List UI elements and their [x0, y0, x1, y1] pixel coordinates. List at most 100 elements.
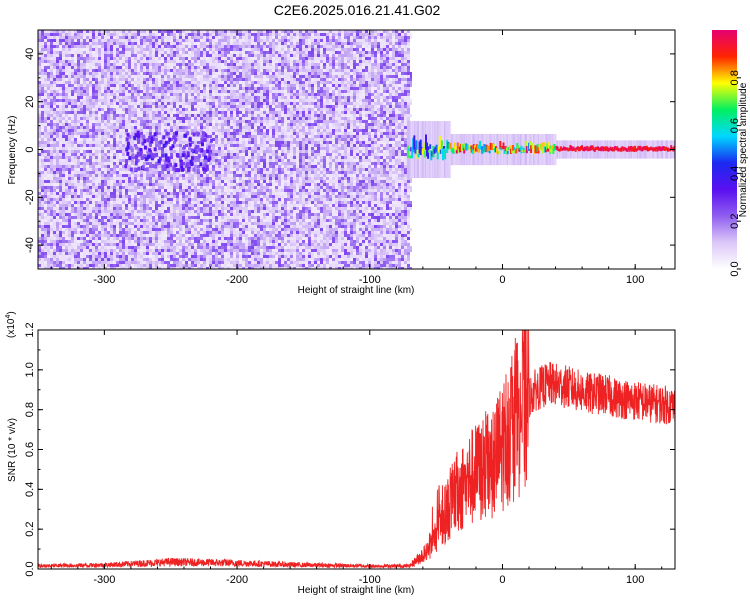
heatmap-cell — [56, 231, 59, 234]
heatmap-cell — [110, 237, 115, 240]
heatmap-cell — [209, 189, 212, 192]
heatmap-cell — [110, 42, 113, 45]
heatmap-cell — [218, 66, 223, 69]
heatmap-cell — [92, 177, 95, 180]
heatmap-cell — [104, 168, 107, 171]
heatmap-cell — [71, 171, 76, 174]
heatmap-cell — [113, 72, 118, 75]
heatmap-cell — [41, 189, 44, 192]
heatmap-cell — [158, 264, 161, 267]
heatmap-cell — [125, 108, 128, 111]
heatmap-cell — [95, 90, 98, 93]
heatmap-cell — [38, 102, 41, 105]
heatmap-cell — [98, 264, 101, 267]
heatmap-cell — [221, 63, 226, 66]
heatmap-cell — [218, 63, 221, 66]
heatmap-cell — [209, 123, 212, 126]
heatmap-cell — [170, 255, 175, 258]
heatmap-cell — [128, 186, 131, 189]
heatmap-cell — [161, 180, 166, 183]
heatmap-cell — [152, 192, 155, 195]
heatmap-cell — [158, 69, 161, 72]
heatmap-cell — [125, 57, 128, 60]
heatmap-cell — [155, 51, 158, 54]
heatmap-cell — [80, 126, 83, 129]
heatmap-cell — [206, 93, 209, 96]
heatmap-cell — [182, 81, 187, 84]
heatmap-cell — [212, 57, 215, 60]
heatmap-cell — [182, 108, 185, 111]
heatmap-cells — [38, 30, 675, 269]
heatmap-cell — [128, 255, 133, 258]
heatmap-cell — [206, 111, 211, 114]
heatmap-cell — [125, 30, 128, 33]
heatmap-cell — [143, 39, 146, 42]
heatmap-cell — [89, 237, 92, 240]
heatmap-cell — [68, 183, 71, 186]
heatmap-cell — [128, 249, 133, 252]
heatmap-cell — [191, 153, 194, 156]
heatmap-cell — [218, 60, 223, 63]
heatmap-cell — [104, 240, 107, 243]
heatmap-cell — [86, 201, 89, 204]
heatmap-cell — [104, 258, 107, 261]
heatmap-cell — [158, 108, 161, 111]
heatmap-cell — [101, 267, 106, 269]
heatmap-cell — [122, 129, 125, 132]
heatmap-cell — [86, 141, 91, 144]
heatmap-cell — [203, 207, 206, 210]
heatmap-cell — [65, 105, 68, 108]
heatmap-cell — [206, 87, 209, 90]
heatmap-cell — [95, 255, 98, 258]
heatmap-cell — [119, 201, 122, 204]
heatmap-cell — [191, 123, 194, 126]
heatmap-cell — [56, 216, 59, 219]
heatmap-cell — [188, 87, 193, 90]
heatmap-cell — [62, 72, 65, 75]
heatmap-cell — [71, 207, 74, 210]
heatmap-cell — [74, 162, 79, 165]
heatmap-cell — [143, 63, 146, 66]
heatmap-cell — [203, 48, 208, 51]
heatmap-cell — [98, 174, 103, 177]
heatmap-cell — [113, 255, 116, 258]
heatmap-cell — [152, 96, 155, 99]
heatmap-cell — [137, 99, 140, 102]
heatmap-cell — [134, 240, 137, 243]
heatmap-cell — [119, 264, 122, 267]
heatmap-cell — [44, 171, 47, 174]
heatmap-cell — [194, 48, 199, 51]
heatmap-cell — [41, 75, 44, 78]
heatmap-cell — [47, 267, 52, 269]
heatmap-cell — [128, 267, 131, 269]
heatmap-cell — [77, 156, 80, 159]
heatmap-cell — [158, 93, 161, 96]
heatmap-cell — [107, 222, 112, 225]
heatmap-cell — [116, 267, 119, 269]
heatmap-cell — [89, 174, 92, 177]
heatmap-cell — [161, 192, 164, 195]
heatmap-cell — [170, 198, 175, 201]
heatmap-cell — [86, 267, 89, 269]
heatmap-cell — [104, 201, 107, 204]
heatmap-cell — [68, 168, 71, 171]
heatmap-cell — [95, 150, 100, 153]
heatmap-cell — [152, 264, 155, 267]
heatmap-cell — [197, 180, 200, 183]
heatmap-cell — [80, 249, 83, 252]
heatmap-cell — [128, 162, 133, 165]
heatmap-cell — [56, 225, 59, 228]
heatmap-cell — [38, 183, 41, 186]
heatmap-cell — [194, 51, 197, 54]
heatmap-cell — [74, 183, 77, 186]
heatmap-cell — [155, 69, 158, 72]
heatmap-cell — [134, 102, 139, 105]
heatmap-cell — [206, 213, 209, 216]
heatmap-cell — [86, 111, 91, 114]
heatmap-cell — [98, 78, 101, 81]
heatmap-cell — [80, 228, 85, 231]
heatmap-cell — [122, 225, 125, 228]
heatmap-cell — [74, 36, 77, 39]
heatmap-cell — [101, 69, 104, 72]
heatmap-cell — [182, 72, 185, 75]
